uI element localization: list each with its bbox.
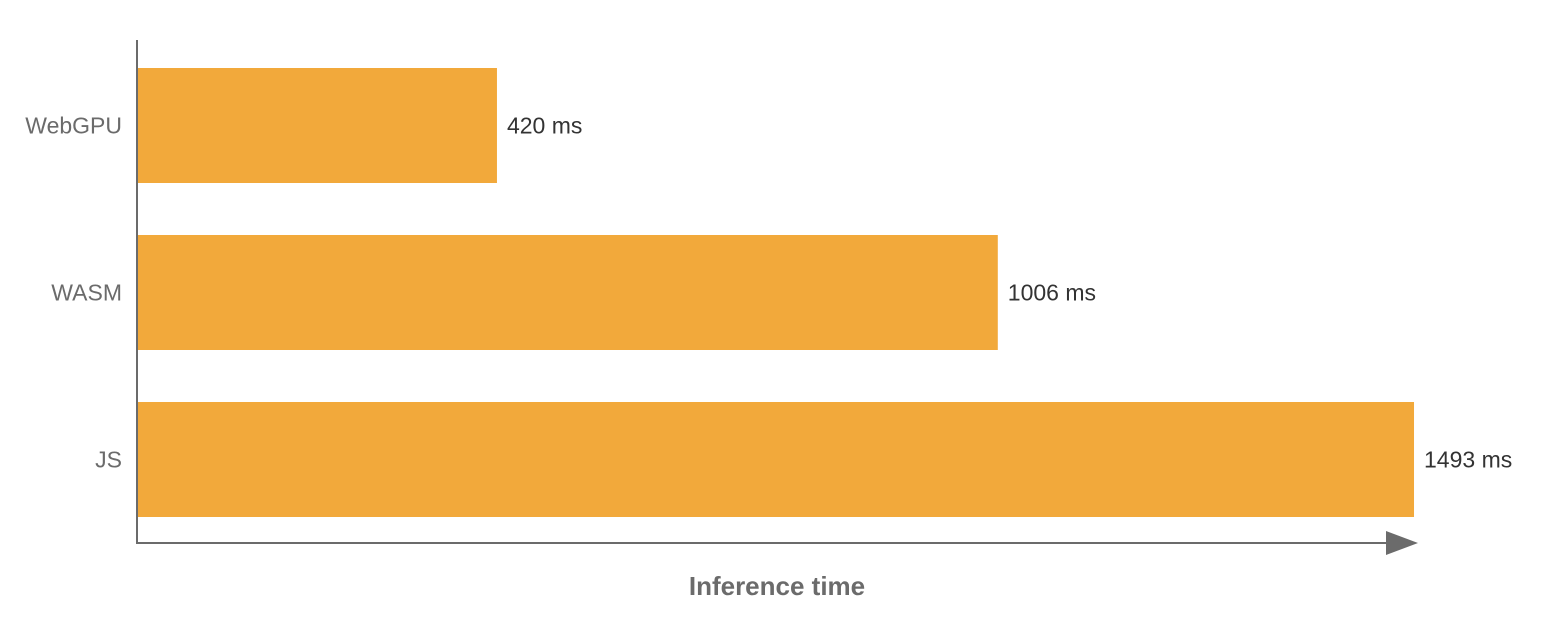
value-label-webgpu: 420 ms [507, 113, 582, 139]
x-axis-title: Inference time [689, 571, 865, 601]
x-axis-arrow-icon [1386, 531, 1418, 555]
value-label-wasm: 1006 ms [1008, 280, 1096, 306]
bar-js [138, 402, 1415, 517]
category-label-webgpu: WebGPU [25, 113, 122, 139]
bar-wasm [138, 235, 998, 350]
value-label-js: 1493 ms [1424, 447, 1512, 473]
category-label-wasm: WASM [51, 280, 122, 306]
labels-layer: WebGPU 420 ms WASM 1006 ms JS 1493 ms [25, 113, 1512, 473]
category-label-js: JS [95, 447, 122, 473]
bar-webgpu [138, 68, 497, 183]
bars-layer [138, 68, 1415, 517]
